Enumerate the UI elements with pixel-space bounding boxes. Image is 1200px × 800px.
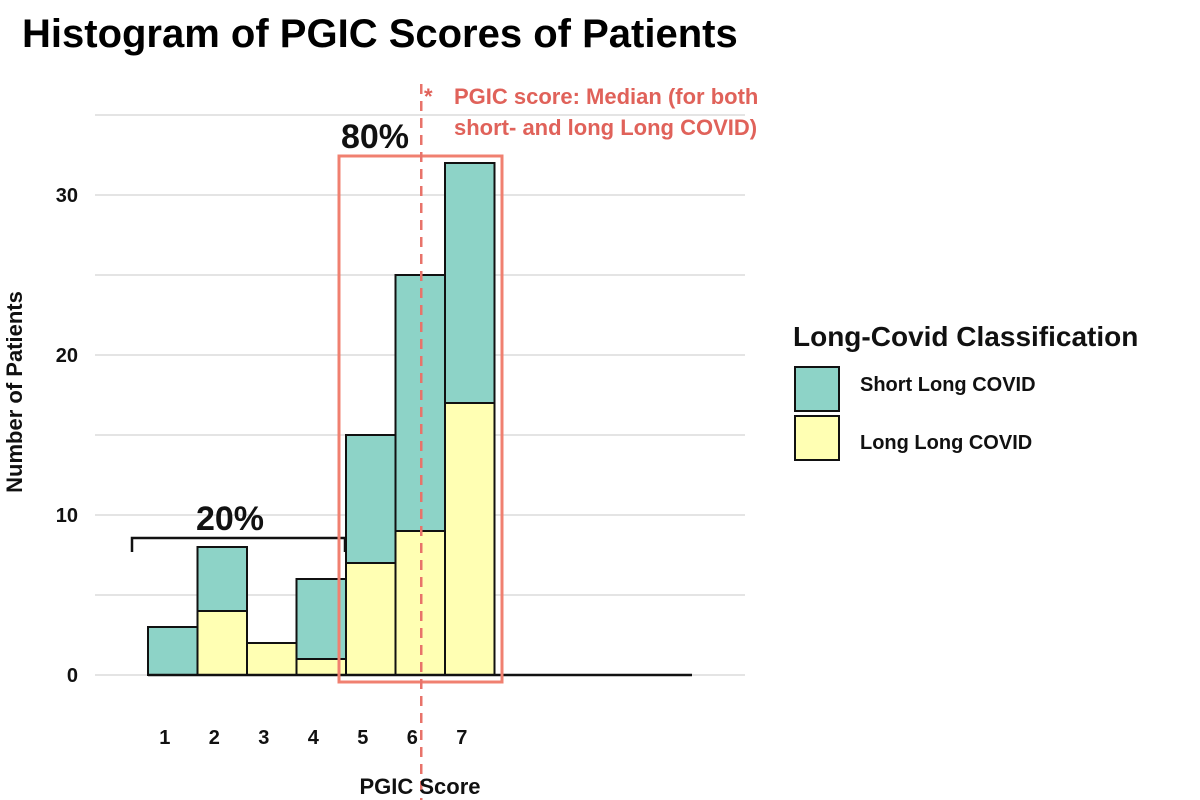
x-tick-4: 4 (308, 727, 320, 749)
bar-short-long-covid-score-1 (147, 626, 199, 676)
bar-long-long-covid-score-3 (246, 642, 298, 676)
x-tick-labels: 1 2 3 4 5 6 7 (159, 727, 467, 749)
x-tick-3: 3 (258, 727, 269, 749)
x-tick-6: 6 (407, 727, 418, 749)
median-annotation-line-2: short- and long Long COVID) (454, 115, 757, 140)
bar-short-long-covid-score-7 (444, 162, 496, 404)
legend-title: Long-Covid Classification (793, 321, 1138, 352)
bar-long-long-covid-score-5 (345, 562, 397, 676)
x-tick-1: 1 (159, 727, 170, 749)
median-annotation-line-1: PGIC score: Median (for both (454, 84, 758, 109)
low-score-bracket (130, 536, 347, 552)
chart-title: Histogram of PGIC Scores of Patients (22, 12, 738, 56)
y-tick-labels: 0 10 20 30 (56, 185, 78, 687)
x-tick-7: 7 (456, 727, 467, 749)
high-score-percent-label: 80% (341, 118, 409, 156)
x-tick-2: 2 (209, 727, 220, 749)
legend-swatch-short-long-covid (794, 366, 840, 412)
legend-swatch-long-long-covid (794, 415, 840, 461)
bar-long-long-covid-score-7 (444, 402, 496, 676)
low-score-percent-label: 20% (196, 500, 264, 538)
legend-label-short-long-covid: Short Long COVID (860, 374, 1036, 396)
bar-short-long-covid-score-2 (196, 546, 248, 612)
y-tick-10: 10 (56, 505, 78, 527)
x-tick-5: 5 (357, 727, 368, 749)
bar-short-long-covid-score-5 (345, 434, 397, 564)
y-tick-0: 0 (67, 665, 78, 687)
y-tick-30: 30 (56, 185, 78, 207)
legend-label-long-long-covid: Long Long COVID (860, 432, 1032, 454)
bar-long-long-covid-score-2 (196, 610, 248, 676)
bars (147, 162, 692, 677)
bar-short-long-covid-score-6 (394, 274, 446, 532)
median-marker: * (424, 84, 433, 109)
y-tick-20: 20 (56, 345, 78, 367)
y-axis-label: Number of Patients (2, 291, 27, 493)
x-axis-label: PGIC Score (359, 774, 480, 799)
